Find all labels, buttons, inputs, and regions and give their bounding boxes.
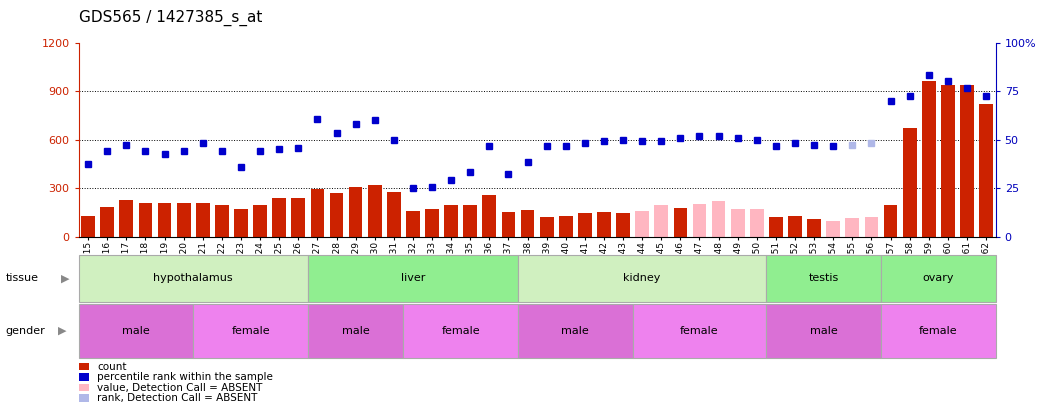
- Bar: [865, 217, 878, 237]
- Bar: [578, 213, 592, 237]
- Bar: [654, 205, 669, 237]
- Bar: [902, 128, 917, 237]
- Bar: [215, 205, 228, 237]
- Text: ▶: ▶: [61, 273, 69, 283]
- Bar: [712, 201, 725, 237]
- Bar: [308, 304, 403, 358]
- Bar: [766, 255, 881, 302]
- Bar: [387, 192, 400, 237]
- Bar: [330, 193, 344, 237]
- Bar: [750, 209, 764, 237]
- Bar: [254, 205, 267, 237]
- Text: female: female: [680, 326, 719, 336]
- Bar: [960, 85, 974, 237]
- Bar: [881, 255, 996, 302]
- Bar: [807, 219, 821, 237]
- Bar: [616, 213, 630, 237]
- Text: male: male: [122, 326, 150, 336]
- Bar: [521, 210, 534, 237]
- Bar: [826, 221, 840, 237]
- Text: liver: liver: [400, 273, 425, 283]
- Text: ▶: ▶: [58, 326, 66, 336]
- Text: testis: testis: [809, 273, 838, 283]
- Bar: [234, 209, 248, 237]
- Text: rank, Detection Call = ABSENT: rank, Detection Call = ABSENT: [97, 393, 258, 403]
- Text: ovary: ovary: [922, 273, 954, 283]
- Bar: [196, 203, 210, 237]
- Bar: [597, 212, 611, 237]
- Bar: [922, 81, 936, 237]
- Bar: [403, 304, 518, 358]
- Bar: [291, 198, 305, 237]
- Text: percentile rank within the sample: percentile rank within the sample: [97, 372, 274, 382]
- Text: count: count: [97, 362, 127, 371]
- Bar: [693, 204, 706, 237]
- Bar: [674, 208, 687, 237]
- Bar: [881, 304, 996, 358]
- Bar: [633, 304, 766, 358]
- Text: female: female: [919, 326, 958, 336]
- Bar: [157, 203, 172, 237]
- Bar: [193, 304, 308, 358]
- Bar: [79, 304, 193, 358]
- Bar: [846, 218, 859, 237]
- Bar: [368, 185, 381, 237]
- Bar: [769, 217, 783, 237]
- Bar: [540, 217, 553, 237]
- Bar: [272, 198, 286, 237]
- Bar: [79, 255, 308, 302]
- Text: female: female: [232, 326, 269, 336]
- Bar: [138, 203, 152, 237]
- Text: hypothalamus: hypothalamus: [153, 273, 233, 283]
- Text: gender: gender: [5, 326, 45, 336]
- Text: male: male: [810, 326, 837, 336]
- Bar: [406, 211, 420, 237]
- Text: female: female: [441, 326, 480, 336]
- Text: GDS565 / 1427385_s_at: GDS565 / 1427385_s_at: [79, 10, 262, 26]
- Bar: [82, 216, 95, 237]
- Bar: [518, 255, 766, 302]
- Bar: [463, 205, 477, 237]
- Text: tissue: tissue: [5, 273, 38, 283]
- Bar: [559, 216, 572, 237]
- Bar: [730, 209, 744, 237]
- Text: male: male: [342, 326, 370, 336]
- Bar: [502, 212, 516, 237]
- Bar: [308, 255, 518, 302]
- Bar: [425, 209, 439, 237]
- Bar: [883, 205, 897, 237]
- Bar: [444, 205, 458, 237]
- Bar: [766, 304, 881, 358]
- Bar: [482, 195, 496, 237]
- Bar: [518, 304, 633, 358]
- Bar: [979, 104, 992, 237]
- Bar: [177, 203, 191, 237]
- Bar: [635, 211, 649, 237]
- Bar: [941, 85, 955, 237]
- Bar: [310, 189, 324, 237]
- Bar: [788, 216, 802, 237]
- Text: kidney: kidney: [624, 273, 661, 283]
- Text: value, Detection Call = ABSENT: value, Detection Call = ABSENT: [97, 383, 263, 392]
- Bar: [119, 200, 133, 237]
- Text: male: male: [562, 326, 589, 336]
- Bar: [101, 207, 114, 237]
- Bar: [349, 187, 363, 237]
